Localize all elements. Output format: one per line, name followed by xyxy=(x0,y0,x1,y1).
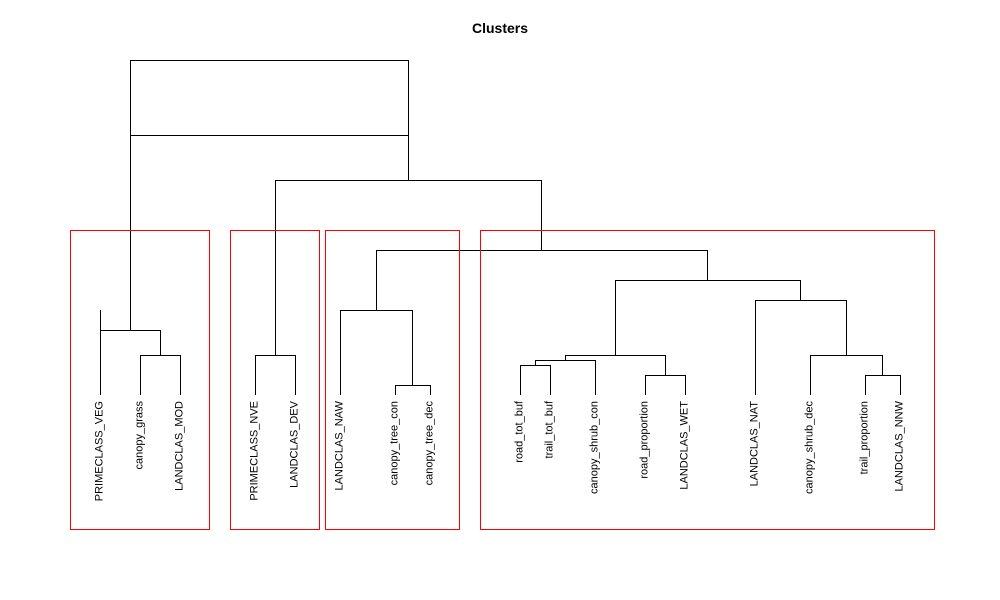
dendro-vline xyxy=(340,310,341,395)
leaf-label: LANDCLAS_DEV xyxy=(290,401,301,488)
leaf-label: canopy_shrub_con xyxy=(590,401,601,494)
dendro-vline xyxy=(550,365,551,395)
leaf-label: trail_proportion xyxy=(860,401,871,474)
leaf-label: LANDCLAS_WET xyxy=(680,401,691,490)
dendro-hline xyxy=(275,180,541,181)
leaf-label: LANDCLAS_NAW xyxy=(335,401,346,490)
dendro-vline xyxy=(645,375,646,395)
leaf-label: trail_tot_buf xyxy=(545,401,556,458)
dendro-vline xyxy=(520,365,521,395)
leaf-label: canopy_shrub_dec xyxy=(805,401,816,494)
leaf-label: canopy_tree_con xyxy=(390,401,401,485)
leaf-label: canopy_grass xyxy=(135,401,146,470)
leaf-label: PRIMECLASS_VEG xyxy=(95,401,106,501)
dendro-vline xyxy=(408,60,409,180)
leaf-label: road_tot_buf xyxy=(515,401,526,463)
dendro-vline xyxy=(755,300,756,395)
dendro-vline xyxy=(865,375,866,395)
dendro-vline xyxy=(295,355,296,395)
cluster-rect xyxy=(230,230,320,530)
dendro-vline xyxy=(180,355,181,395)
dendro-vline xyxy=(140,355,141,395)
leaf-label: PRIMECLASS_NVE xyxy=(250,401,261,501)
dendro-hline xyxy=(130,135,408,136)
dendro-vline xyxy=(100,310,101,395)
leaf-label: LANDCLAS_NAT xyxy=(750,401,761,486)
dendro-vline xyxy=(395,385,396,395)
dendro-vline xyxy=(430,385,431,395)
dendro-vline xyxy=(255,355,256,395)
dendro-vline xyxy=(810,355,811,395)
dendro-vline xyxy=(685,375,686,395)
cluster-rect xyxy=(480,230,935,530)
dendrogram-chart: Clusters PRIMECLASS_VEG canopy_grass LANDC… xyxy=(0,0,1000,600)
leaf-label: road_proportion xyxy=(640,401,651,479)
leaf-label: LANDCLAS_NNW xyxy=(895,401,906,491)
chart-title: Clusters xyxy=(0,20,1000,36)
dendro-hline xyxy=(130,60,408,61)
leaf-label: canopy_tree_dec xyxy=(425,401,436,485)
dendro-vline xyxy=(595,360,596,395)
dendro-vline xyxy=(900,375,901,395)
leaf-label: LANDCLAS_MOD xyxy=(175,401,186,491)
